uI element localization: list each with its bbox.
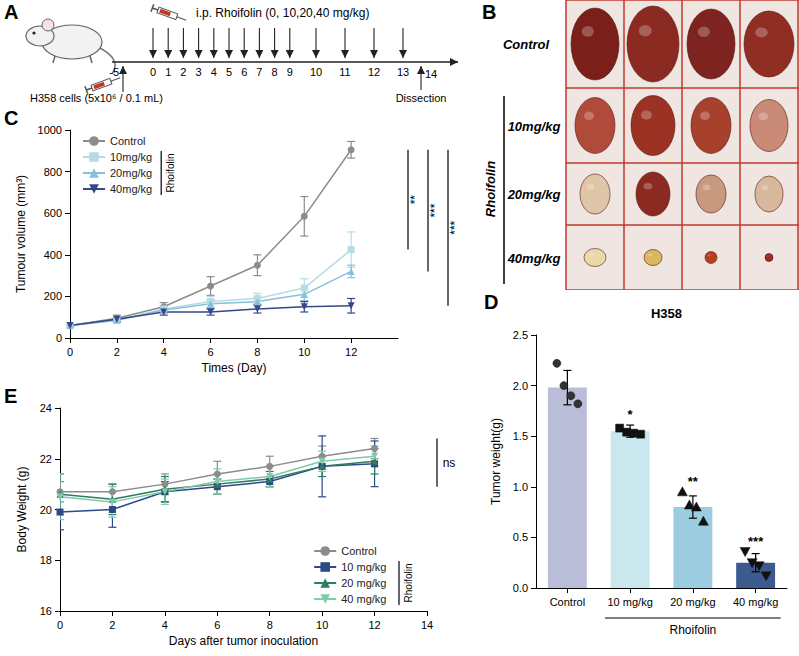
svg-text:Days after tumor inoculation: Days after tumor inoculation (169, 634, 318, 648)
svg-text:***: *** (428, 203, 442, 217)
svg-text:4: 4 (162, 619, 168, 631)
svg-text:Control: Control (503, 37, 550, 52)
svg-text:0.0: 0.0 (513, 582, 528, 594)
svg-text:6: 6 (241, 66, 247, 78)
svg-text:1.5: 1.5 (513, 430, 528, 442)
svg-text:2.0: 2.0 (513, 380, 528, 392)
svg-text:0.5: 0.5 (513, 531, 528, 543)
svg-text:13: 13 (397, 66, 409, 78)
svg-text:Tumor weight(g): Tumor weight(g) (489, 418, 503, 505)
html-text:D: D (484, 291, 499, 313)
svg-text:20 mg/kg: 20 mg/kg (341, 577, 386, 589)
svg-text:9: 9 (287, 66, 293, 78)
svg-text:8: 8 (267, 619, 273, 631)
html-text:C: C (4, 107, 19, 129)
svg-text:H358 cells (5x10⁶ / 0.1 mL): H358 cells (5x10⁶ / 0.1 mL) (30, 92, 163, 104)
svg-text:Control: Control (110, 135, 145, 147)
svg-text:***: *** (748, 534, 764, 549)
svg-text:1: 1 (165, 66, 171, 78)
svg-text:20mg/kg: 20mg/kg (110, 167, 152, 179)
svg-text:0: 0 (150, 66, 156, 78)
svg-text:0: 0 (67, 346, 73, 358)
svg-text:*: * (628, 407, 634, 422)
svg-text:Tumour volume (mm³): Tumour volume (mm³) (14, 175, 28, 293)
svg-text:400: 400 (44, 249, 62, 261)
svg-text:600: 600 (44, 207, 62, 219)
svg-text:40mg/kg: 40mg/kg (507, 251, 561, 266)
svg-text:6: 6 (214, 619, 220, 631)
svg-text:40mg/kg: 40mg/kg (110, 183, 152, 195)
svg-text:2.5: 2.5 (513, 329, 528, 341)
svg-text:Times (Day): Times (Day) (202, 361, 267, 375)
svg-text:12: 12 (368, 66, 380, 78)
svg-text:3: 3 (196, 66, 202, 78)
svg-text:Dissection: Dissection (396, 92, 447, 104)
svg-text:**: ** (408, 195, 422, 205)
svg-text:Control: Control (341, 545, 376, 557)
html-text:A: A (4, 1, 19, 23)
svg-text:5: 5 (226, 66, 232, 78)
svg-text:Rhoifolin: Rhoifolin (670, 623, 717, 637)
html-text:B: B (482, 1, 497, 23)
svg-text:0: 0 (57, 619, 63, 631)
svg-text:Rhoifolin: Rhoifolin (403, 564, 414, 603)
svg-text:18: 18 (40, 554, 52, 566)
svg-text:22: 22 (40, 453, 52, 465)
svg-text:8: 8 (272, 66, 278, 78)
svg-text:10 mg/kg: 10 mg/kg (341, 561, 386, 573)
svg-text:20: 20 (40, 504, 52, 516)
svg-text:20mg/kg: 20mg/kg (507, 187, 561, 202)
svg-text:2: 2 (180, 66, 186, 78)
svg-text:16: 16 (40, 605, 52, 617)
svg-text:10: 10 (298, 346, 310, 358)
svg-text:1000: 1000 (38, 124, 62, 136)
svg-text:Control: Control (550, 596, 585, 608)
svg-text:0: 0 (56, 332, 62, 344)
svg-text:12: 12 (368, 619, 380, 631)
svg-text:H358: H358 (651, 306, 682, 321)
svg-text:40 mg/kg: 40 mg/kg (733, 596, 778, 608)
svg-text:1.0: 1.0 (513, 481, 528, 493)
svg-text:Rhoifolin: Rhoifolin (165, 154, 176, 193)
svg-text:6: 6 (208, 346, 214, 358)
svg-text:4: 4 (211, 66, 217, 78)
svg-text:20 mg/kg: 20 mg/kg (670, 596, 715, 608)
svg-text:12: 12 (345, 346, 357, 358)
svg-text:-5: -5 (109, 66, 119, 78)
svg-text:40 mg/kg: 40 mg/kg (341, 593, 386, 605)
svg-text:11: 11 (339, 66, 350, 78)
svg-text:i.p. Rhoifolin (0, 10,20,40 mg: i.p. Rhoifolin (0, 10,20,40 mg/kg) (196, 6, 369, 20)
svg-text:***: *** (448, 220, 462, 234)
svg-text:4: 4 (161, 346, 167, 358)
svg-text:2: 2 (109, 619, 115, 631)
html-text:E: E (4, 385, 18, 407)
svg-text:Body Weight (g): Body Weight (g) (15, 467, 29, 553)
svg-text:ns: ns (443, 456, 456, 470)
svg-text:10: 10 (316, 619, 328, 631)
svg-text:800: 800 (44, 166, 62, 178)
svg-text:24: 24 (40, 402, 52, 414)
svg-text:10: 10 (310, 66, 322, 78)
svg-text:**: ** (688, 474, 699, 489)
svg-text:200: 200 (44, 290, 62, 302)
svg-text:14: 14 (425, 68, 437, 80)
svg-text:Rhoifolin: Rhoifolin (483, 161, 498, 217)
svg-text:7: 7 (256, 66, 262, 78)
svg-text:8: 8 (254, 346, 260, 358)
svg-text:2: 2 (114, 346, 120, 358)
svg-text:10mg/kg: 10mg/kg (110, 151, 152, 163)
svg-text:14: 14 (421, 619, 433, 631)
svg-text:10 mg/kg: 10 mg/kg (608, 596, 653, 608)
svg-text:10mg/kg: 10mg/kg (508, 119, 561, 134)
